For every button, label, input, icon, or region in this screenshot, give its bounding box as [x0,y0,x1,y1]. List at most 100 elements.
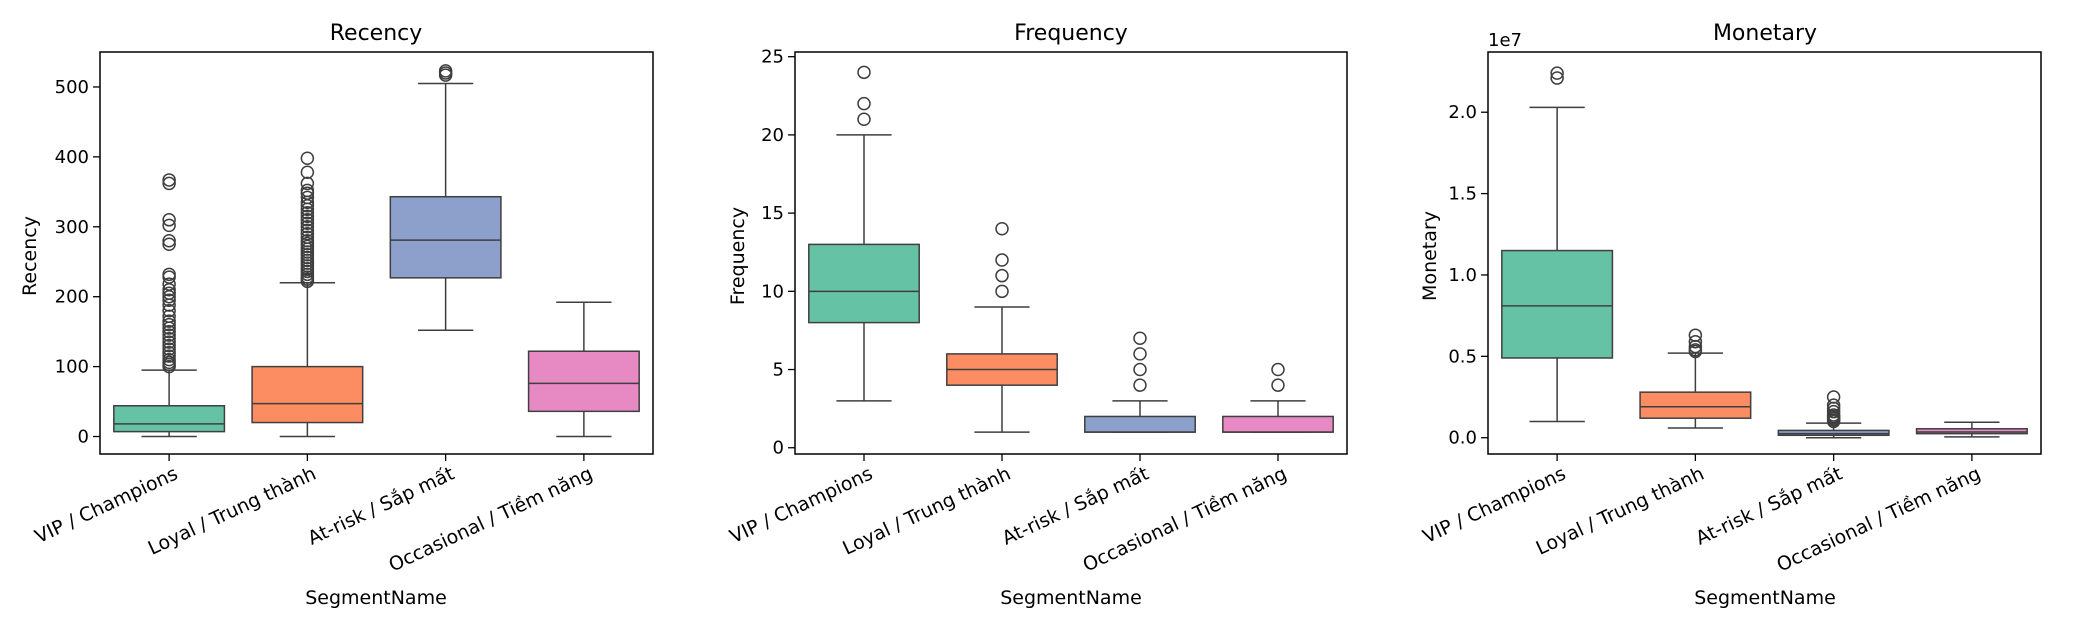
outlier-point [162,173,176,187]
outlier-point [162,237,176,252]
box-4 [1222,362,1334,433]
y-tick-label: 400 [55,147,89,168]
outlier-point [162,293,176,307]
outlier-point [162,345,176,360]
outlier-point [162,331,176,346]
y-tick-label: 0.0 [1448,428,1477,449]
outlier-point [162,314,176,328]
box-4 [1915,421,2028,438]
iqr-box [113,405,226,433]
outlier-point [1133,331,1147,345]
outlier-point [300,209,315,224]
outlier-point [300,230,315,245]
box-3 [1084,331,1196,433]
panel-title: Frequency [1014,21,1128,46]
y-offset-text: 1e7 [1488,30,1522,51]
outlier-point [857,65,871,80]
box-3 [389,64,502,332]
box-4 [527,301,640,438]
box-1 [113,173,226,438]
y-tick-label: 1.5 [1448,184,1477,205]
outlier-point [300,183,315,198]
y-tick-label: 0 [773,438,784,459]
outlier-point [1826,398,1841,412]
axes-frame [794,51,1348,455]
iqr-box [808,243,920,324]
x-axis-label: SegmentName [1000,587,1142,609]
outlier-point [162,234,176,248]
y-tick-label: 100 [55,357,89,378]
box-2 [1639,328,1752,429]
outlier-point [1826,404,1841,419]
outlier-point [300,220,315,234]
outlier-point [1688,334,1703,349]
outlier-point [1133,378,1147,392]
outlier-point [300,213,315,227]
panel-monetary: Monetary SegmentName Monetary 1e7 0.0 0.5… [1419,21,2042,609]
y-tick-label: 200 [55,287,89,308]
outlier-point [162,267,176,282]
y-tick-label: 25 [761,47,784,68]
panel-title: Recency [330,21,423,46]
iqr-box [251,365,364,424]
outlier-point [300,151,315,166]
outlier-point [1133,362,1147,377]
iqr-box [527,350,640,413]
iqr-box [1777,429,1890,437]
outlier-point [162,352,176,367]
outlier-point [162,303,176,318]
iqr-box [389,195,502,279]
outlier-point [162,338,176,353]
outlier-point [995,284,1009,299]
outlier-point [1688,328,1703,342]
outlier-point [995,253,1009,267]
outlier-point [1826,390,1841,404]
y-tick-label: 0 [78,427,89,448]
iqr-box [1222,415,1334,433]
outlier-point [300,227,315,241]
box-2 [946,222,1058,433]
box-2 [251,151,364,438]
y-tick-label: 2.0 [1448,102,1477,123]
axes-frame [99,51,654,455]
box-3 [1777,390,1890,439]
outlier-point [857,96,871,111]
panel-frequency: Frequency SegmentName Frequency 0 5 10 15 20… [726,21,1348,609]
panel-recency: Recency SegmentName Recency 0 100 200 300 40… [19,21,654,609]
outlier-point [162,328,176,342]
outlier-point [1550,66,1564,80]
outlier-point [300,206,315,220]
y-tick-label: 1.0 [1448,265,1477,286]
outlier-point [162,342,176,356]
outlier-point [1271,378,1285,392]
outlier-point [162,270,176,284]
outlier-point [300,234,315,248]
outlier-point [300,176,315,191]
outlier-point [300,165,315,180]
y-tick-label: 0.5 [1448,346,1477,367]
outlier-point [1271,362,1285,377]
outlier-point [995,268,1009,283]
outlier-point [1826,408,1841,422]
outlier-point [162,309,176,324]
outlier-point [995,222,1009,236]
y-axis-label: Monetary [1419,211,1441,301]
iqr-box [1501,249,1614,359]
y-axis-label: Frequency [727,207,749,305]
y-tick-label: 10 [761,281,784,302]
axes-frame [1487,51,2042,455]
x-axis-label: SegmentName [1694,587,1836,609]
y-axis-label: Recency [19,216,41,296]
outlier-point [162,176,176,191]
y-tick-label: 20 [761,125,784,146]
box-1 [808,65,920,402]
outlier-point [857,112,871,127]
iqr-box [1915,428,2028,435]
outlier-point [438,64,453,78]
outlier-point [300,190,315,205]
y-tick-label: 5 [773,360,784,381]
